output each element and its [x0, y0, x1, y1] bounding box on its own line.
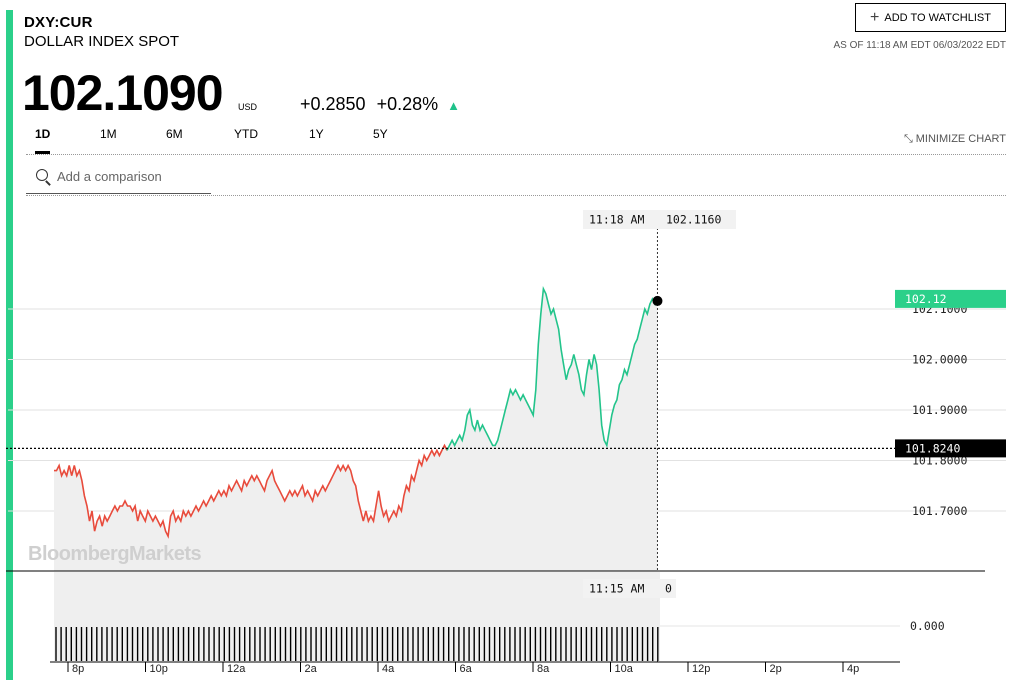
x-tick-label: 10a [615, 663, 634, 675]
y-tick-label: 101.9000 [912, 403, 967, 417]
tab-ytd[interactable]: YTD [234, 127, 258, 141]
current-value-label: 102.12 [905, 292, 947, 306]
watermark-logo: BloombergMarkets [28, 543, 202, 565]
tabs-divider [26, 154, 1006, 155]
x-axis-labels: 8p 10p 12a 2a 4a 6a 8a 10a 12p 2p 4p [67, 662, 859, 675]
current-price: 102.1090 [22, 65, 224, 121]
ticker-symbol: DXY:CUR [24, 14, 93, 31]
x-tick-label: 8a [537, 663, 550, 675]
volume-crosshair-box [583, 579, 676, 598]
accent-bar [6, 10, 13, 680]
volume-crosshair-value: 0 [665, 582, 672, 596]
change-percent: +0.28% [376, 94, 439, 114]
y-tick-label: 102.0000 [912, 353, 967, 367]
crosshair-value: 102.1160 [666, 213, 721, 227]
previous-close-label: 101.8240 [905, 441, 960, 455]
previous-close-label-box [895, 439, 1006, 458]
tab-1m[interactable]: 1M [100, 127, 117, 141]
price-line-up [446, 285, 659, 451]
instrument-name: DOLLAR INDEX SPOT [24, 33, 180, 50]
watchlist-label: ADD TO WATCHLIST [884, 11, 991, 24]
price-line-down [54, 443, 448, 539]
crosshair-dot [652, 295, 663, 306]
volume-crosshair-time: 11:15 AM [589, 582, 644, 596]
currency-label: USD [238, 102, 258, 112]
volume-axis-label: 0.000 [910, 619, 945, 633]
add-to-watchlist-button[interactable]: + ADD TO WATCHLIST [855, 3, 1006, 32]
tab-5y[interactable]: 5Y [373, 127, 388, 141]
x-tick-label: 12a [227, 663, 246, 675]
price-change: +0.2850 +0.28% ▲ [300, 94, 460, 115]
crosshair-time: 11:18 AM [589, 213, 644, 227]
current-value-label-box [895, 289, 1006, 308]
plus-icon: + [870, 8, 880, 26]
tab-1d[interactable]: 1D [35, 127, 51, 154]
x-tick-label: 4a [382, 663, 395, 675]
price-area-fill [54, 288, 658, 571]
y-tick-label: 101.7000 [912, 504, 967, 518]
x-tick-label: 6a [460, 663, 473, 675]
as-of-timestamp: AS OF 11:18 AM EDT 06/03/2022 EDT [833, 40, 1007, 51]
x-tick-label: 2a [305, 663, 318, 675]
crosshair-label-box [583, 210, 736, 229]
comparison-input[interactable] [57, 166, 207, 186]
tab-1y[interactable]: 1Y [309, 127, 324, 141]
volume-area-fill [54, 572, 660, 661]
minimize-icon: ⤡ [903, 133, 913, 145]
minimize-chart-button[interactable]: ⤡ MINIMIZE CHART [904, 133, 1006, 146]
x-tick-label: 10p [150, 663, 168, 675]
x-tick-label: 8p [72, 663, 84, 675]
x-tick-label: 4p [847, 663, 859, 675]
x-tick-label: 2p [770, 663, 782, 675]
price-lines [54, 285, 659, 539]
search-icon [36, 169, 48, 181]
volume-bars [55, 627, 659, 661]
minimize-label: MINIMIZE CHART [915, 133, 1006, 145]
comparison-search [26, 160, 211, 194]
change-absolute: +0.2850 [300, 94, 366, 114]
search-divider [26, 195, 1006, 196]
x-tick-label: 12p [692, 663, 710, 675]
triangle-up-icon: ▲ [447, 98, 461, 113]
tab-6m[interactable]: 6M [166, 127, 183, 141]
